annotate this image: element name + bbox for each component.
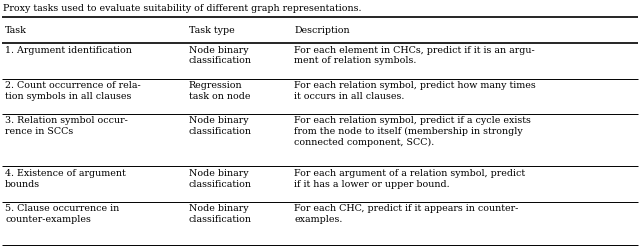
Text: For each element in CHCs, predict if it is an argu-
ment of relation symbols.: For each element in CHCs, predict if it … [294, 46, 535, 65]
Text: 3. Relation symbol occur-
rence in SCCs: 3. Relation symbol occur- rence in SCCs [5, 116, 128, 136]
Text: 1. Argument identification: 1. Argument identification [5, 46, 132, 55]
Text: 4. Existence of argument
bounds: 4. Existence of argument bounds [5, 169, 126, 188]
Text: Node binary
classification: Node binary classification [189, 46, 252, 65]
Text: Task type: Task type [189, 26, 234, 35]
Text: Node binary
classification: Node binary classification [189, 204, 252, 224]
Text: Regression
task on node: Regression task on node [189, 81, 250, 101]
Text: Node binary
classification: Node binary classification [189, 116, 252, 136]
Text: Node binary
classification: Node binary classification [189, 169, 252, 188]
Text: For each argument of a relation symbol, predict
if it has a lower or upper bound: For each argument of a relation symbol, … [294, 169, 525, 188]
Text: Description: Description [294, 26, 350, 35]
Text: Proxy tasks used to evaluate suitability of different graph representations.: Proxy tasks used to evaluate suitability… [3, 4, 362, 13]
Text: For each CHC, predict if it appears in counter-
examples.: For each CHC, predict if it appears in c… [294, 204, 519, 224]
Text: 2. Count occurrence of rela-
tion symbols in all clauses: 2. Count occurrence of rela- tion symbol… [5, 81, 141, 101]
Text: For each relation symbol, predict if a cycle exists
from the node to itself (mem: For each relation symbol, predict if a c… [294, 116, 531, 147]
Text: Task: Task [5, 26, 27, 35]
Text: 5. Clause occurrence in
counter-examples: 5. Clause occurrence in counter-examples [5, 204, 120, 224]
Text: For each relation symbol, predict how many times
it occurs in all clauses.: For each relation symbol, predict how ma… [294, 81, 536, 101]
